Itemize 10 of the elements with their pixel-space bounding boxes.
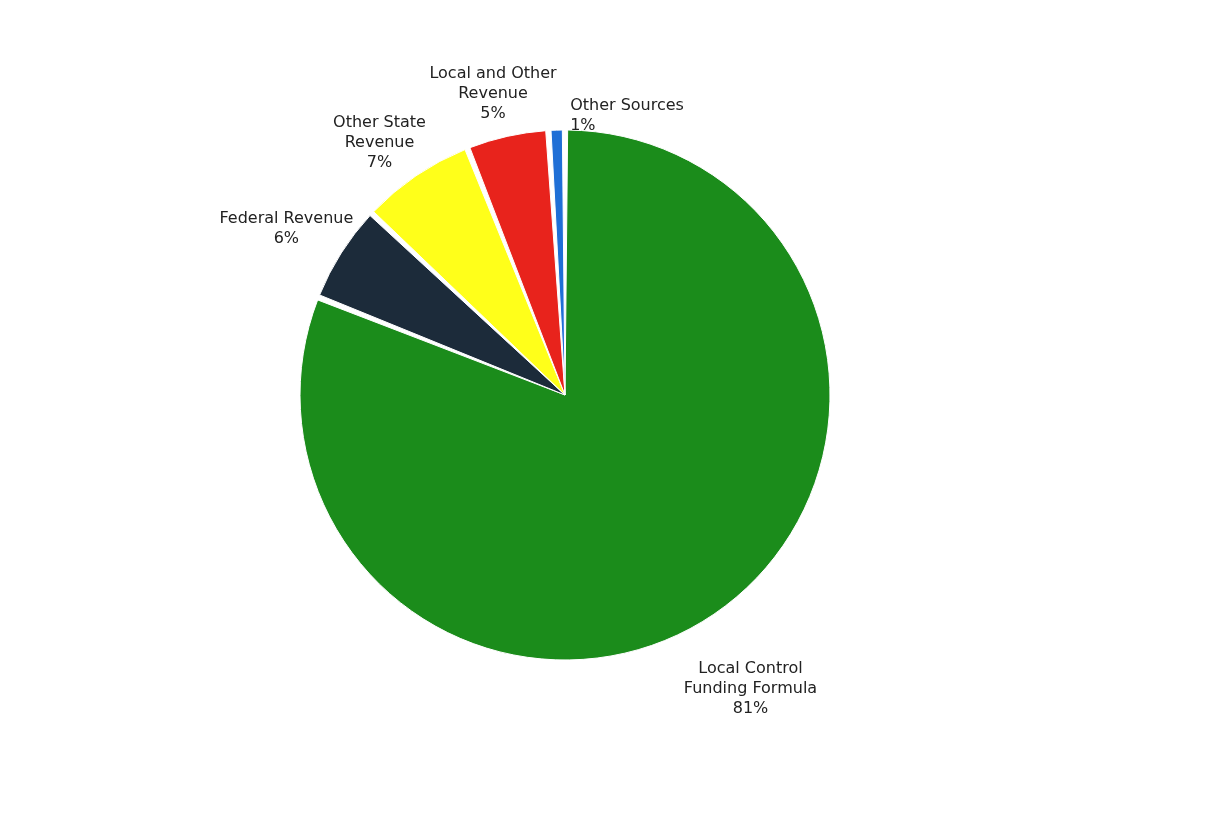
slice-label: Local and Other Revenue <box>429 62 558 102</box>
data-label: 1% <box>570 115 596 135</box>
data-label: 7% <box>366 152 393 172</box>
slice-label: Other Sources <box>570 95 684 115</box>
slice-label: Federal Revenue <box>219 208 354 228</box>
slice-label: Other State Revenue <box>333 112 426 152</box>
data-label: 5% <box>480 102 506 122</box>
slice-label: Local Control Funding Formula <box>683 657 818 697</box>
data-label: 6% <box>273 228 300 248</box>
data-label: 81% <box>732 697 769 717</box>
